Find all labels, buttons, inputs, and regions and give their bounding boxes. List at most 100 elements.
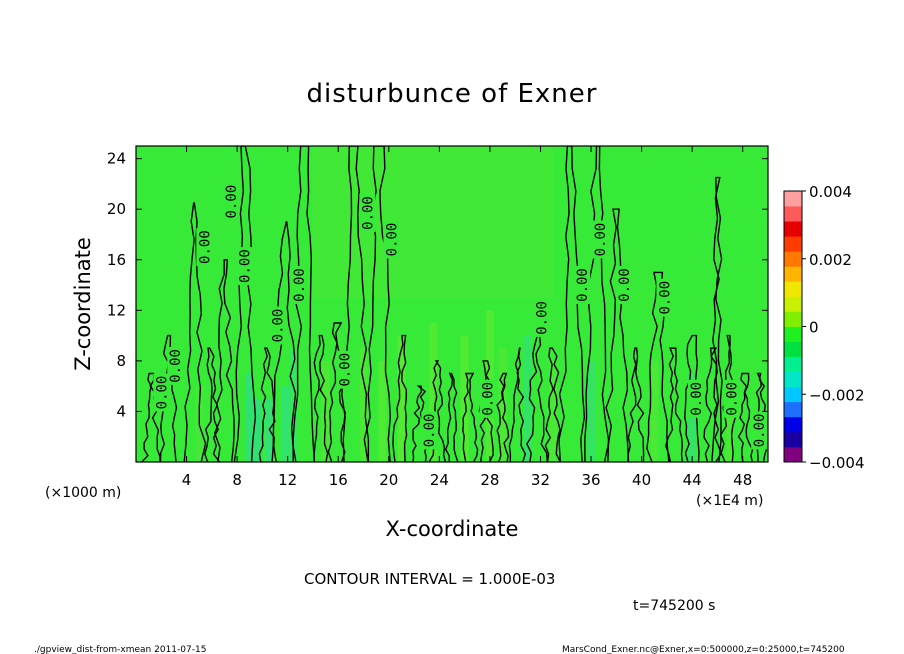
contour-label: 0.00 (238, 249, 254, 283)
x-tick-label: 20 (379, 471, 398, 489)
shading-streak (397, 335, 406, 462)
contour-labels: 0.000.000.000.000.000.000.000.000.000.00… (153, 182, 768, 450)
contour-line (183, 202, 207, 462)
contour-label-bg (591, 220, 608, 259)
colorbar-segment (784, 281, 802, 297)
contour-label: 0.00 (575, 268, 591, 302)
contour-label: 0.00 (480, 382, 496, 416)
x-tick-label: 8 (232, 471, 242, 489)
colorbar-segment (784, 236, 802, 252)
contour-line (703, 347, 722, 462)
colorbar (783, 190, 803, 463)
x-tick-label: 16 (329, 471, 348, 489)
shading-streak (650, 360, 659, 462)
y-tick-label: 8 (116, 352, 126, 370)
contour-label: 0.00 (535, 301, 551, 335)
shading-streak (359, 348, 368, 462)
colorbar-segment (784, 311, 802, 327)
colorbar-segment (784, 386, 802, 403)
contour-line (233, 146, 257, 462)
shading-streak (549, 360, 558, 462)
shading-band (312, 146, 554, 298)
colorbar-segment (784, 341, 802, 358)
colorbar-tick-label: 0.004 (809, 183, 852, 201)
contour-label-bg (533, 298, 550, 337)
contour-label: 0.00 (617, 268, 633, 302)
contour-line (646, 271, 670, 462)
contour-label-bg (421, 411, 438, 450)
contour-label-bg (656, 278, 673, 317)
contour-line (478, 360, 494, 462)
colorbar-tick-label: −0.002 (809, 386, 865, 404)
y-tick-label: 4 (116, 402, 126, 420)
contour-line (141, 372, 161, 462)
colorbar-segment (784, 251, 802, 267)
colorbar-segment (784, 191, 802, 207)
contour-line (462, 372, 479, 462)
plot-frame (135, 145, 769, 463)
x-axis-label: X-coordinate (386, 517, 519, 541)
contour-line (159, 334, 178, 462)
shading-streak (245, 373, 254, 462)
shading-streak (429, 322, 438, 462)
contour-label-bg (615, 266, 632, 305)
contour-line (204, 347, 221, 462)
shading-streak (726, 386, 735, 462)
x-axis: 4 8 12 16 20 24 28 32 36 40 44 48 (182, 146, 752, 489)
contour-label: 0.00 (168, 349, 184, 383)
x-tick-label: 4 (182, 471, 192, 489)
contour-lines (141, 146, 768, 462)
y-tick-label: 16 (107, 251, 126, 269)
colorbar-segment (784, 371, 802, 388)
y-tick-label: 20 (107, 200, 126, 218)
colorbar-tick-label: 0 (809, 319, 819, 337)
x-tick-label: 48 (733, 471, 752, 489)
colorbar-segment (784, 266, 802, 282)
x-unit-left: (×1000 m) (45, 485, 121, 501)
colorbar-segment (784, 431, 802, 448)
contour-label-bg (291, 266, 308, 305)
plot-area: 0.000.000.000.000.000.000.000.000.000.00… (135, 145, 769, 463)
contour-label: 0.00 (422, 414, 438, 448)
contour-label-bg (167, 346, 184, 385)
contour-label: 0.00 (752, 414, 768, 448)
shading-streak (523, 335, 532, 462)
chart-title: disturbunce of Exner (307, 79, 598, 109)
contour-line (292, 146, 316, 462)
contour-label-bg (336, 350, 353, 389)
contour-label: 0.00 (724, 382, 740, 416)
contour-label-bg (196, 228, 213, 267)
contour-label-bg (574, 266, 591, 305)
colorbar-segment (784, 296, 802, 312)
contour-label-bg (153, 373, 170, 412)
contour-label: 0.00 (593, 223, 609, 257)
x-tick-label: 36 (581, 471, 600, 489)
contour-line (627, 347, 645, 462)
colorbar-tick-label: 0.002 (809, 251, 852, 269)
contour-interval: CONTOUR INTERVAL = 1.000E-03 (304, 570, 555, 588)
shading-streak (498, 348, 507, 462)
time-label: t=745200 s (633, 598, 715, 614)
shading-streak (378, 360, 387, 462)
contour-line (719, 334, 737, 462)
contour-line (496, 372, 510, 462)
contour-label: 0.00 (154, 376, 170, 410)
x-tick-label: 24 (430, 471, 449, 489)
contour-line (213, 259, 235, 462)
x-tick-label: 44 (683, 471, 702, 489)
colorbar-ticks: 0.004 0.002 0 −0.002 −0.004 (802, 183, 865, 472)
contour-label: 0.00 (338, 353, 354, 387)
y-axis-label: Z-coordinate (71, 237, 95, 371)
contour-line (544, 347, 561, 462)
contour-line (508, 347, 527, 462)
colorbar-segment (784, 356, 802, 373)
contour-label: 0.00 (224, 185, 240, 219)
shading-streak (587, 360, 596, 462)
x-tick-label: 28 (480, 471, 499, 489)
contour-label: 0.00 (360, 196, 376, 230)
contour-line (664, 347, 684, 462)
contour-line (271, 221, 297, 462)
colorbar-tick-label: −0.004 (809, 454, 865, 472)
contour-label: 0.00 (384, 223, 400, 257)
y-axis: 4 8 12 16 20 24 (107, 150, 768, 420)
